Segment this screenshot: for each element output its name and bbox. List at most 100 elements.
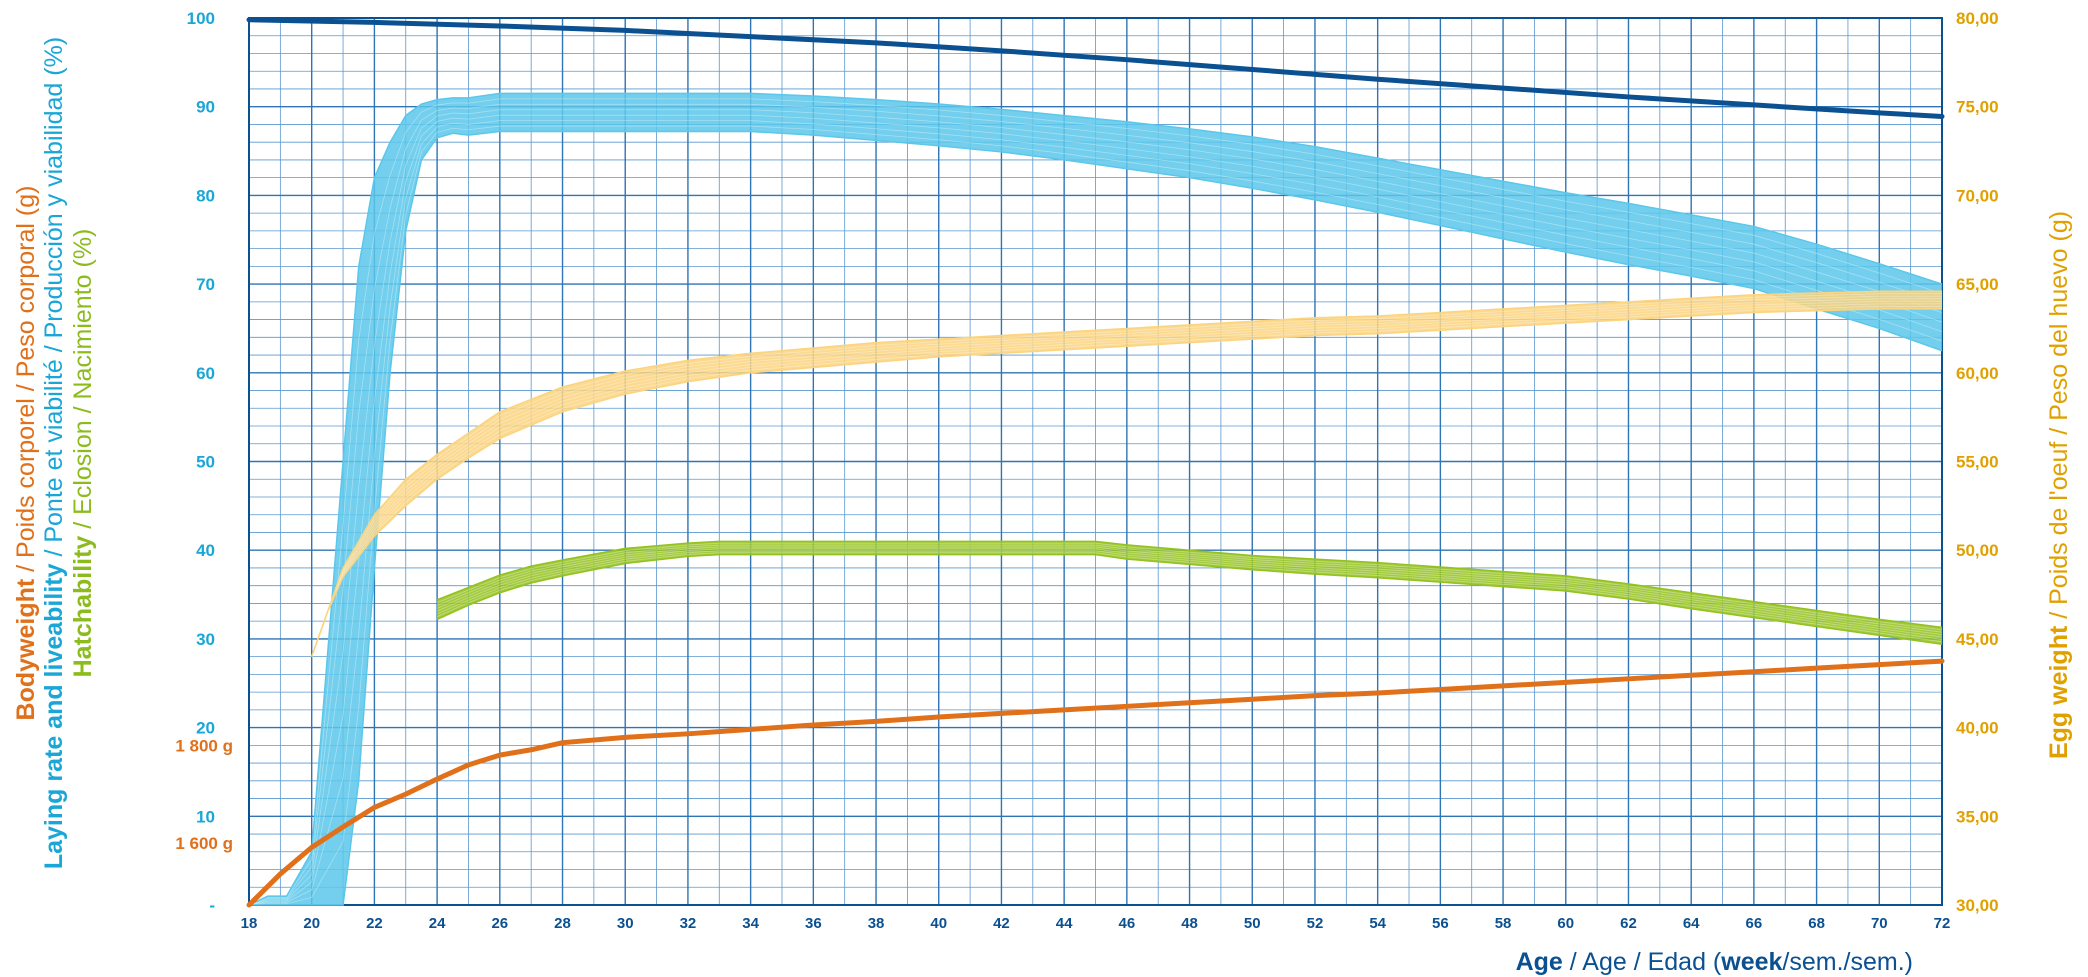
- x-tick-label: 68: [1808, 915, 1825, 932]
- x-axis-title-part: /sem./sem.): [1782, 948, 1913, 976]
- y-right-tick-label: 60,00: [1956, 364, 1999, 383]
- x-tick-label: 72: [1934, 915, 1951, 932]
- y-right-title-part: / Poids de l'oeuf / Peso del huevo (g): [2045, 211, 2073, 626]
- y-right-tick-label: 40,00: [1956, 719, 1999, 738]
- x-tick-label: 20: [303, 915, 320, 932]
- y-right-tick-label: 70,00: [1956, 186, 1999, 205]
- series-bodyweight: [246, 658, 1945, 908]
- hatchability-band-stripe: [436, 544, 1943, 633]
- x-tick-label: 18: [241, 915, 258, 932]
- x-tick-label: 22: [366, 915, 383, 932]
- egg-weight-band-stripe: [311, 303, 1942, 657]
- x-tick-label: 58: [1495, 915, 1512, 932]
- x-tick-label: 30: [617, 915, 634, 932]
- x-tick-label: 42: [993, 915, 1010, 932]
- hatchability-band: [437, 541, 1943, 645]
- x-tick-label: 32: [680, 915, 697, 932]
- x-tick-label: 24: [429, 915, 446, 932]
- laying-rate-band-stripe: [248, 114, 1943, 906]
- hatchability-band-stripe: [436, 542, 1943, 631]
- grid-major-lines: [248, 17, 1943, 906]
- y-right-title: Egg weight / Poids de l'oeuf / Peso del …: [2045, 211, 2073, 759]
- x-tick-label: 34: [742, 915, 759, 932]
- y-right-tick-label: 65,00: [1956, 275, 1999, 294]
- laying-rate-band-stripe: [248, 103, 1943, 906]
- y-left-title-part: / Eclosion / Nacimiento (%): [69, 229, 97, 536]
- y-left-tick-label: 100: [187, 9, 215, 28]
- x-tick-label: 62: [1620, 915, 1637, 932]
- egg-weight-upper-line: [310, 290, 1942, 657]
- x-tick-label: 52: [1307, 915, 1324, 932]
- y-left-tick-label: 10: [196, 807, 215, 826]
- y-right-tick-label: 50,00: [1956, 541, 1999, 560]
- laying-rate-lower-line: [249, 130, 1943, 906]
- laying-rate-band-stripe: [248, 109, 1943, 906]
- x-tick-label: 36: [805, 915, 822, 932]
- y-right-tick-label: 35,00: [1956, 807, 1999, 826]
- y-right-tick-label: 55,00: [1956, 453, 1999, 472]
- series-laying-rate: [248, 92, 1943, 906]
- x-tick-label: 26: [491, 915, 508, 932]
- egg-weight-band-stripe: [311, 295, 1942, 657]
- y-right-tick-label: 80,00: [1956, 9, 1999, 28]
- y-left-title-bodyweight: Bodyweight / Poids corporel / Peso corpo…: [12, 186, 40, 721]
- x-tick-label: 48: [1181, 915, 1198, 932]
- y-left-title-laying: Laying rate and liveability / Ponte et v…: [40, 37, 68, 869]
- laying-rate-band-stripe: [248, 98, 1943, 906]
- bodyweight-tick-label: 1 600 g: [175, 834, 233, 853]
- y-right-tick-label: 30,00: [1956, 896, 1999, 915]
- egg-weight-band-stripe: [311, 298, 1942, 657]
- y-left-tick-label: 50: [196, 453, 215, 472]
- y-left-tick-label: 80: [196, 186, 215, 205]
- bodyweight-line: [246, 658, 1945, 908]
- x-tick-label: 38: [868, 915, 885, 932]
- y-left-title-part: / Ponte et viabilité / Producción y viab…: [40, 37, 68, 564]
- y-left-tick-label: 90: [196, 98, 215, 117]
- egg-weight-band-stripe: [311, 306, 1942, 657]
- series-egg-weight: [310, 290, 1942, 657]
- y-left-title-hatchability: Hatchability / Eclosion / Nacimiento (%): [69, 229, 97, 678]
- egg-weight-band-stripe: [311, 293, 1942, 657]
- hatchability-band-stripe: [436, 552, 1943, 643]
- y-left-title-part: / Poids corporel / Peso corporal (g): [12, 186, 40, 579]
- x-axis-title-part: / Age / Edad (: [1563, 948, 1722, 976]
- laying-rate-upper-line: [248, 92, 1943, 906]
- x-tick-label: 64: [1683, 915, 1700, 932]
- y-left-tick-label: 70: [196, 275, 215, 294]
- y-left-tick-label: 60: [196, 364, 215, 383]
- hatchability-band-stripe: [436, 548, 1943, 638]
- x-tick-label: 28: [554, 915, 571, 932]
- series-layer: [246, 17, 1945, 908]
- series-liveability: [246, 17, 1945, 119]
- y-left-tick-label: -: [209, 896, 215, 915]
- y-left-tick-label: 20: [196, 719, 215, 738]
- egg-weight-band-stripe: [311, 300, 1942, 657]
- x-tick-label: 50: [1244, 915, 1261, 932]
- x-axis-title-part: week: [1720, 948, 1782, 976]
- liveability-line: [246, 17, 1945, 119]
- x-tick-label: 66: [1746, 915, 1763, 932]
- y-left-title-part: Laying rate and liveability: [40, 563, 68, 869]
- x-tick-label: 54: [1369, 915, 1386, 932]
- bodyweight-tick-label: 1 800 g: [175, 736, 233, 755]
- x-axis-title-part: Age: [1516, 948, 1563, 976]
- x-tick-label: 56: [1432, 915, 1449, 932]
- x-tick-label: 40: [930, 915, 947, 932]
- y-right-tick-label: 45,00: [1956, 630, 1999, 649]
- y-right-title-part: Egg weight: [2045, 625, 2073, 759]
- hatchability-band-stripe: [436, 546, 1943, 635]
- hatchability-lower-line: [436, 553, 1943, 645]
- laying-rate-band-stripe: [248, 125, 1943, 906]
- x-tick-label: 46: [1119, 915, 1136, 932]
- y-right-tick-label: 75,00: [1956, 98, 1999, 117]
- plot-frame: [248, 17, 1943, 906]
- x-tick-label: 60: [1557, 915, 1574, 932]
- hatchability-upper-line: [436, 540, 1943, 629]
- laying-rate-band-stripe: [248, 120, 1943, 906]
- y-left-tick-label: 30: [196, 630, 215, 649]
- x-axis-title: Age / Age / Edad (week/sem./sem.): [1516, 948, 1913, 976]
- y-left-title-part: Bodyweight: [12, 578, 40, 720]
- egg-weight-lower-line: [310, 308, 1942, 657]
- x-tick-label: 70: [1871, 915, 1888, 932]
